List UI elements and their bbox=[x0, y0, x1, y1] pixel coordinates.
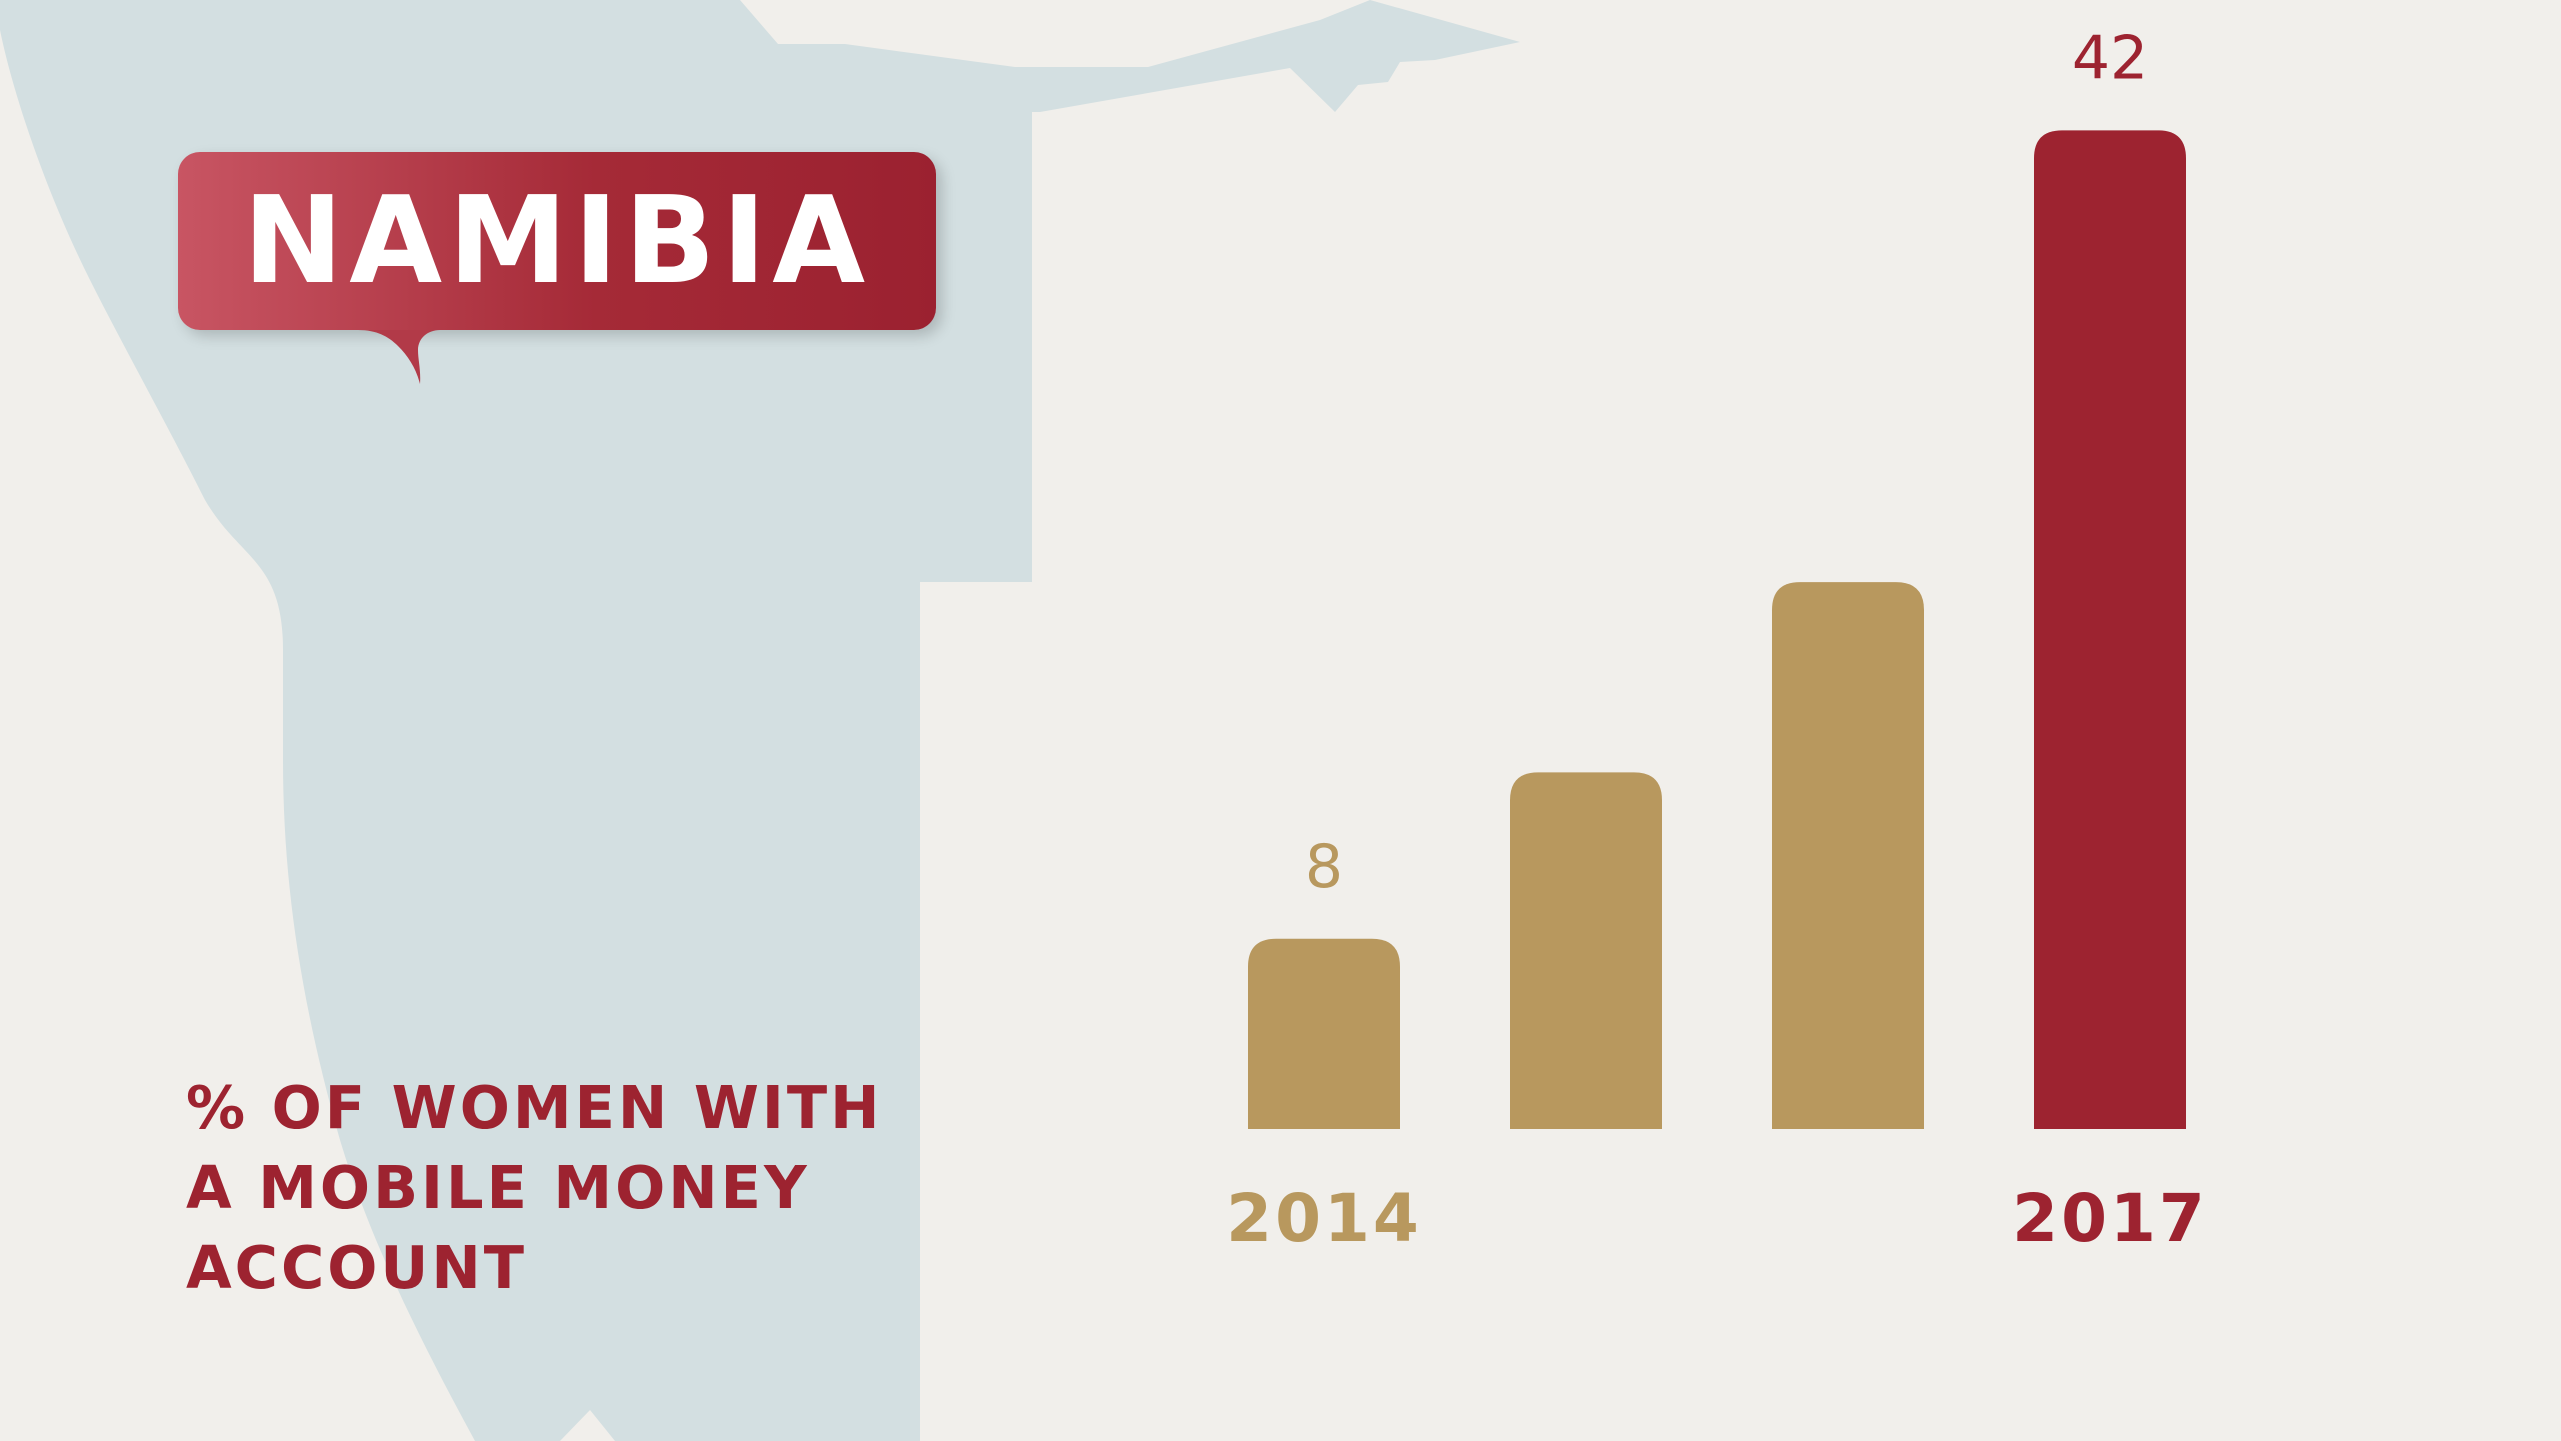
badge-pointer-shape bbox=[358, 330, 440, 384]
category-label: 2017 bbox=[2012, 1180, 2208, 1257]
bar bbox=[2034, 130, 2186, 1130]
country-badge: NAMIBIA bbox=[178, 152, 936, 330]
caption-line: ACCOUNT bbox=[186, 1233, 527, 1302]
country-outline bbox=[0, 0, 1520, 1441]
caption-line: % OF WOMEN WITH bbox=[186, 1073, 883, 1142]
data-label: 42 bbox=[2072, 23, 2148, 93]
data-label: 8 bbox=[1305, 832, 1343, 902]
category-label: 2014 bbox=[1226, 1180, 1422, 1257]
country-title: NAMIBIA bbox=[242, 171, 872, 311]
bar bbox=[1510, 772, 1662, 1129]
badge-pointer bbox=[358, 330, 440, 384]
chart-caption: % OF WOMEN WITH A MOBILE MONEY ACCOUNT bbox=[186, 1068, 886, 1308]
bar bbox=[1248, 938, 1400, 1129]
bar bbox=[1772, 582, 1924, 1129]
caption-line: A MOBILE MONEY bbox=[186, 1153, 810, 1222]
